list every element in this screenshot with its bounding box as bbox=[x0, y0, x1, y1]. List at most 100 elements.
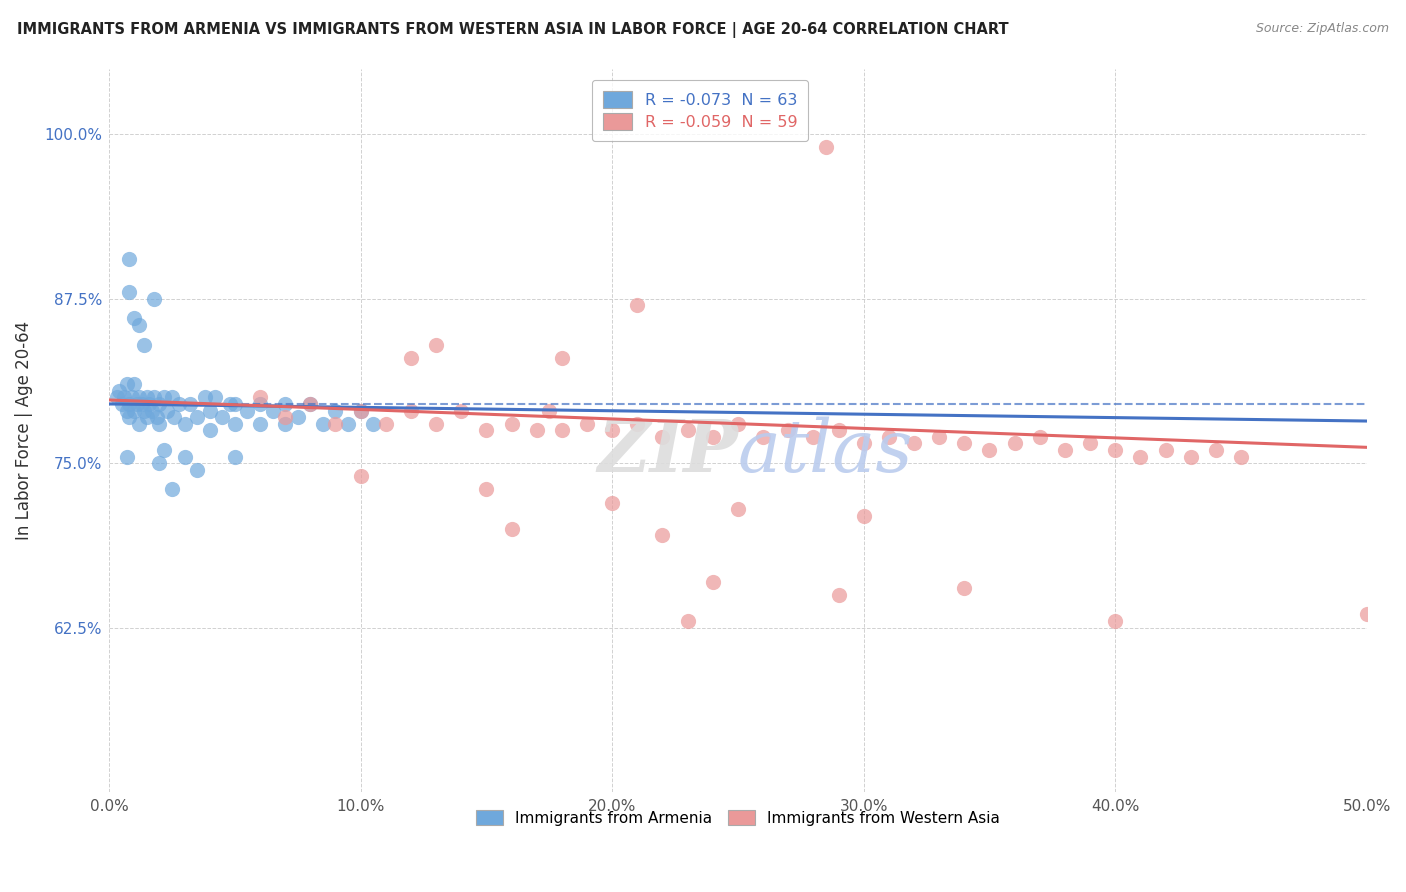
Point bbox=[249, 417, 271, 431]
Point bbox=[702, 574, 724, 589]
Point bbox=[108, 384, 131, 398]
Point bbox=[399, 403, 422, 417]
Text: Source: ZipAtlas.com: Source: ZipAtlas.com bbox=[1256, 22, 1389, 36]
Point bbox=[803, 430, 825, 444]
Text: IMMIGRANTS FROM ARMENIA VS IMMIGRANTS FROM WESTERN ASIA IN LABOR FORCE | AGE 20-: IMMIGRANTS FROM ARMENIA VS IMMIGRANTS FR… bbox=[17, 22, 1008, 38]
Point bbox=[374, 417, 396, 431]
Point bbox=[143, 390, 166, 404]
Point bbox=[702, 430, 724, 444]
Point bbox=[814, 140, 837, 154]
Point bbox=[236, 403, 259, 417]
Point bbox=[325, 403, 347, 417]
Point bbox=[143, 292, 166, 306]
Point bbox=[156, 403, 179, 417]
Point bbox=[118, 285, 141, 299]
Point bbox=[852, 436, 875, 450]
Point bbox=[1154, 442, 1177, 457]
Point bbox=[1053, 442, 1076, 457]
Point bbox=[173, 417, 195, 431]
Point bbox=[399, 351, 422, 365]
Point bbox=[224, 450, 246, 464]
Point bbox=[224, 397, 246, 411]
Point bbox=[121, 390, 143, 404]
Text: ZIP: ZIP bbox=[598, 417, 738, 487]
Point bbox=[211, 410, 233, 425]
Point bbox=[115, 450, 138, 464]
Point bbox=[501, 417, 523, 431]
Point bbox=[186, 463, 208, 477]
Point bbox=[877, 430, 900, 444]
Point bbox=[173, 450, 195, 464]
Point bbox=[111, 397, 134, 411]
Point bbox=[274, 397, 297, 411]
Point bbox=[979, 442, 1001, 457]
Point bbox=[1004, 436, 1026, 450]
Point bbox=[349, 469, 371, 483]
Point bbox=[118, 410, 141, 425]
Point bbox=[299, 397, 322, 411]
Point bbox=[852, 508, 875, 523]
Point bbox=[112, 390, 135, 404]
Point bbox=[361, 417, 384, 431]
Point bbox=[194, 390, 217, 404]
Point bbox=[134, 337, 156, 351]
Point bbox=[349, 403, 371, 417]
Point bbox=[349, 403, 371, 417]
Point bbox=[218, 397, 240, 411]
Point bbox=[1104, 442, 1126, 457]
Point bbox=[204, 390, 226, 404]
Point bbox=[450, 403, 472, 417]
Point bbox=[224, 417, 246, 431]
Point bbox=[475, 423, 498, 437]
Point bbox=[128, 417, 150, 431]
Point bbox=[1029, 430, 1052, 444]
Point bbox=[148, 397, 170, 411]
Point bbox=[134, 403, 156, 417]
Point bbox=[425, 417, 447, 431]
Point bbox=[953, 436, 976, 450]
Point bbox=[299, 397, 322, 411]
Point bbox=[626, 417, 648, 431]
Point bbox=[626, 298, 648, 312]
Point bbox=[128, 390, 150, 404]
Point bbox=[676, 614, 699, 628]
Point bbox=[169, 397, 191, 411]
Point bbox=[1180, 450, 1202, 464]
Point bbox=[118, 397, 141, 411]
Y-axis label: In Labor Force | Age 20-64: In Labor Force | Age 20-64 bbox=[15, 321, 32, 540]
Point bbox=[153, 442, 176, 457]
Point bbox=[148, 417, 170, 431]
Point bbox=[179, 397, 201, 411]
Point bbox=[125, 397, 148, 411]
Point bbox=[778, 423, 800, 437]
Point bbox=[312, 417, 335, 431]
Point bbox=[146, 410, 169, 425]
Point bbox=[262, 403, 284, 417]
Point bbox=[115, 403, 138, 417]
Point bbox=[651, 528, 673, 542]
Point bbox=[551, 423, 574, 437]
Point bbox=[1078, 436, 1101, 450]
Point bbox=[122, 311, 145, 326]
Point bbox=[141, 403, 163, 417]
Point bbox=[122, 377, 145, 392]
Point bbox=[600, 423, 623, 437]
Point bbox=[651, 430, 673, 444]
Point bbox=[827, 588, 849, 602]
Point bbox=[160, 390, 183, 404]
Point bbox=[538, 403, 561, 417]
Point bbox=[727, 417, 749, 431]
Point bbox=[131, 397, 153, 411]
Point bbox=[1129, 450, 1152, 464]
Point bbox=[727, 502, 749, 516]
Point bbox=[676, 423, 699, 437]
Point bbox=[551, 351, 574, 365]
Point bbox=[287, 410, 309, 425]
Point bbox=[501, 522, 523, 536]
Point bbox=[198, 403, 221, 417]
Point bbox=[115, 377, 138, 392]
Point bbox=[163, 410, 186, 425]
Point bbox=[198, 423, 221, 437]
Point bbox=[752, 430, 775, 444]
Point bbox=[122, 403, 145, 417]
